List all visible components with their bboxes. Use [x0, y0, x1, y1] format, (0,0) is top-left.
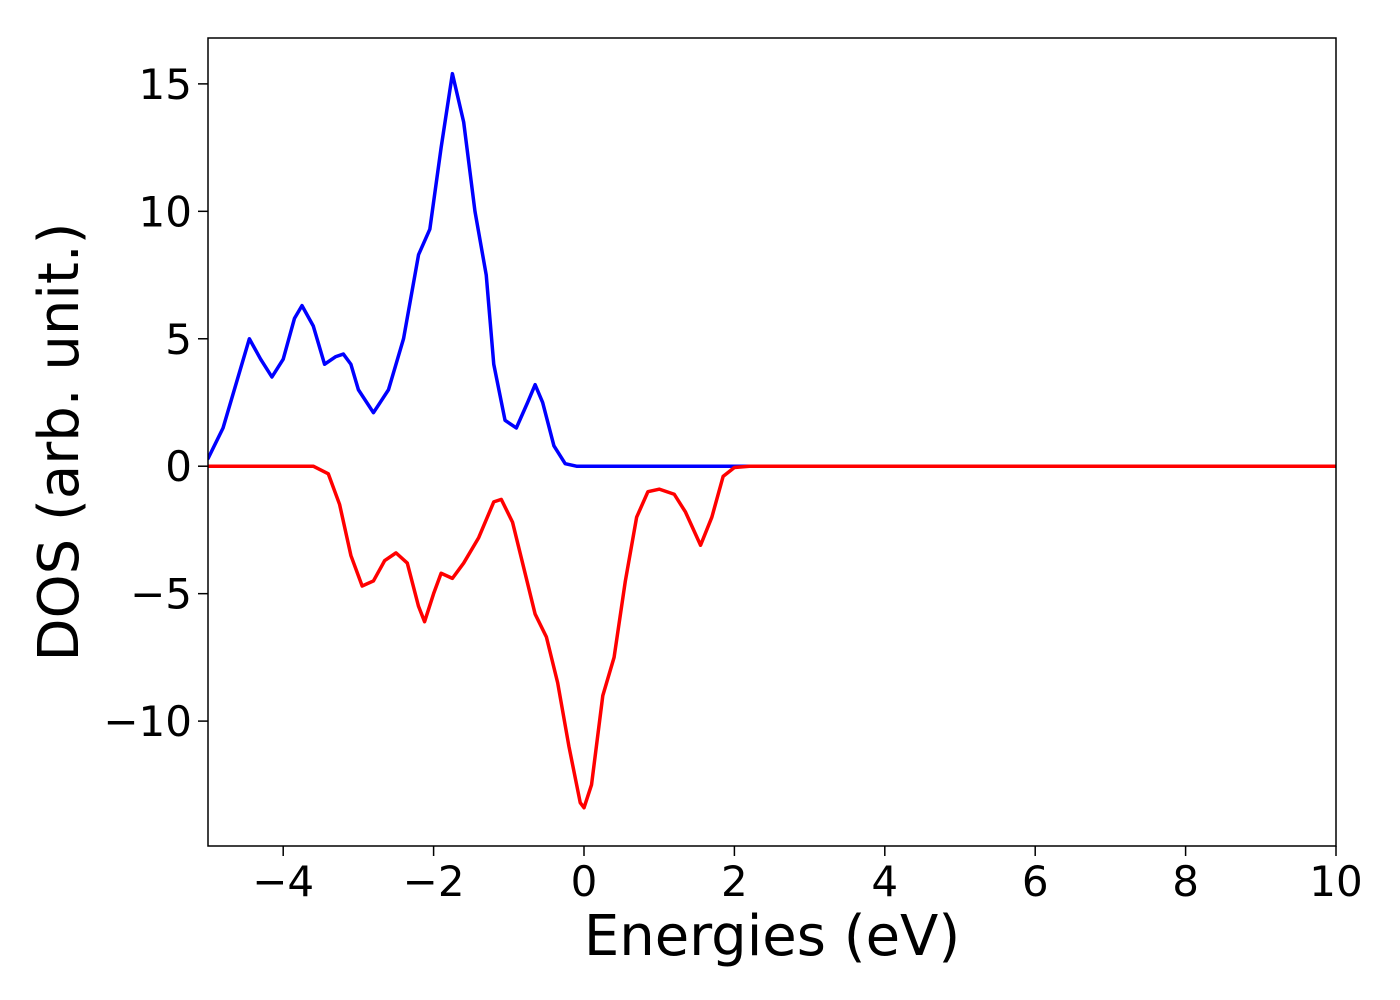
y-tick-label: −5 — [130, 570, 192, 619]
plot-frame — [207, 37, 1337, 847]
y-tick-label: −10 — [103, 697, 192, 746]
x-tick-label: 10 — [1309, 857, 1362, 906]
x-tick-label: 0 — [571, 857, 598, 906]
x-tick-label: 8 — [1172, 857, 1199, 906]
x-tick-label: −2 — [403, 857, 465, 906]
line-series — [208, 71, 1336, 468]
y-tick-label: 10 — [139, 187, 192, 236]
y-tick-label: 0 — [165, 442, 192, 491]
x-tick-label: 2 — [721, 857, 748, 906]
y-tick-label: 5 — [165, 315, 192, 364]
x-tick-label: 6 — [1022, 857, 1049, 906]
x-axis-label: Energies (eV) — [584, 904, 960, 969]
line-series — [208, 464, 1336, 810]
y-tick-label: 15 — [139, 60, 192, 109]
y-axis-label: DOS (arb. unit.) — [27, 222, 92, 661]
x-tick-label: −4 — [252, 857, 314, 906]
x-tick-label: 4 — [871, 857, 898, 906]
